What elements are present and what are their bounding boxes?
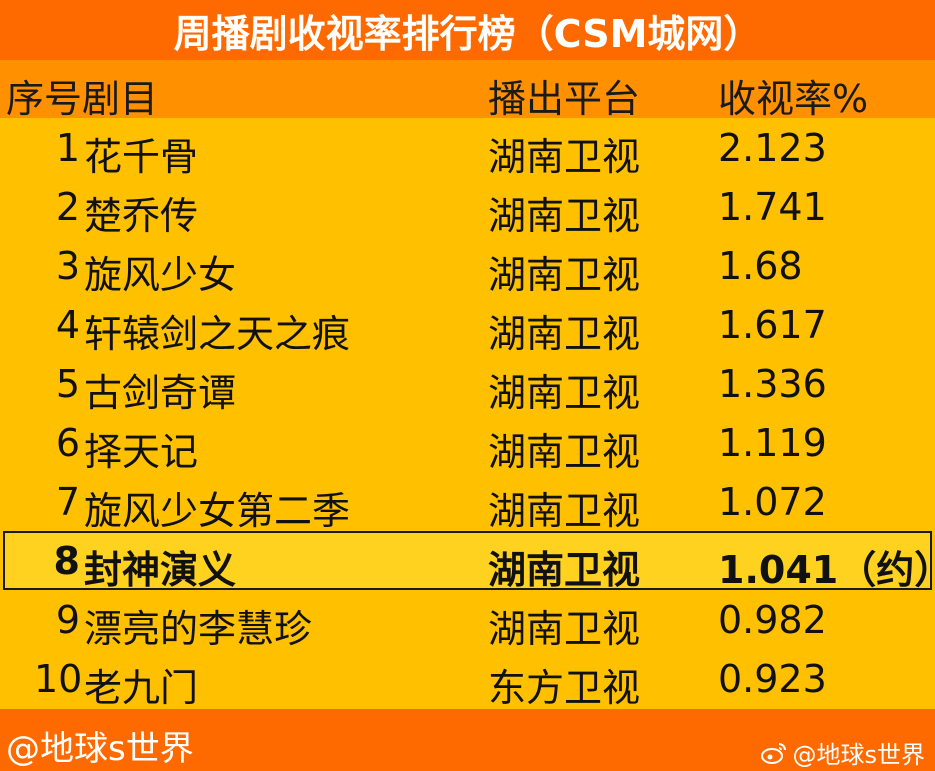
row-rating: 1.072	[718, 480, 827, 524]
table-row-highlighted: 8 封神演义 湖南卫视 1.041（约）	[3, 531, 935, 592]
row-rank: 3	[55, 244, 80, 288]
table-header: 序号剧目 播出平台 收视率%	[0, 60, 935, 121]
row-platform: 湖南卫视	[488, 607, 641, 651]
row-rank: 4	[55, 303, 80, 347]
table-row: 9 漂亮的李慧珍 湖南卫视 0.982	[0, 590, 935, 651]
ranking-table: 1 花千骨 湖南卫视 2.123 2 楚乔传 湖南卫视 1.741 3 旋风少女…	[0, 118, 935, 710]
page-title: 周播剧收视率排行榜（CSM城网）	[0, 0, 935, 60]
row-platform: 湖南卫视	[488, 312, 641, 356]
row-platform: 湖南卫视	[488, 548, 641, 592]
row-drama-name: 楚乔传	[84, 194, 199, 238]
table-row: 4 轩辕剑之天之痕 湖南卫视 1.617	[0, 295, 935, 356]
row-drama-name: 漂亮的李慧珍	[84, 607, 313, 651]
row-drama-name: 旋风少女	[84, 253, 237, 297]
row-platform: 湖南卫视	[488, 135, 641, 179]
row-platform: 湖南卫视	[488, 430, 641, 474]
row-drama-name: 旋风少女第二季	[84, 489, 351, 533]
table-row: 10 老九门 东方卫视 0.923	[0, 649, 935, 710]
row-rating: 0.923	[718, 657, 827, 701]
row-rank: 5	[55, 362, 80, 406]
table-row: 7 旋风少女第二季 湖南卫视 1.072	[0, 472, 935, 533]
row-drama-name: 封神演义	[84, 548, 237, 592]
header-rank-name: 序号剧目	[6, 77, 159, 121]
footer-bar: @地球s世界 @地球s世界	[0, 709, 935, 771]
row-drama-name: 择天记	[84, 430, 199, 474]
header-rating: 收视率%	[718, 77, 869, 121]
row-drama-name: 轩辕剑之天之痕	[84, 312, 351, 356]
watermark-text: @地球s世界	[792, 741, 925, 769]
row-platform: 湖南卫视	[488, 489, 641, 533]
row-platform: 湖南卫视	[488, 253, 641, 297]
row-rank: 10	[34, 657, 83, 701]
row-rank: 6	[55, 421, 80, 465]
row-drama-name: 老九门	[84, 666, 199, 710]
row-rating: 1.741	[718, 185, 827, 229]
row-rating: 1.336	[718, 362, 827, 406]
row-rating: 1.68	[718, 244, 803, 288]
row-rank: 7	[55, 480, 80, 524]
row-platform: 湖南卫视	[488, 194, 641, 238]
row-rank: 9	[55, 598, 80, 642]
author-credit: @地球s世界	[6, 729, 194, 769]
watermark: @地球s世界	[760, 735, 925, 770]
row-rank: 1	[55, 126, 80, 170]
row-platform: 东方卫视	[488, 666, 641, 710]
row-rank: 8	[53, 539, 80, 583]
table-row: 1 花千骨 湖南卫视 2.123	[0, 118, 935, 179]
row-drama-name: 古剑奇谭	[84, 371, 237, 415]
row-rating: 1.119	[718, 421, 827, 465]
row-rating: 1.617	[718, 303, 827, 347]
row-rank: 2	[55, 185, 80, 229]
header-platform: 播出平台	[488, 77, 641, 121]
table-row: 3 旋风少女 湖南卫视 1.68	[0, 236, 935, 297]
row-rating: 0.982	[718, 598, 827, 642]
weibo-icon	[761, 742, 787, 764]
row-platform: 湖南卫视	[488, 371, 641, 415]
row-rating: 2.123	[718, 126, 827, 170]
table-row: 6 择天记 湖南卫视 1.119	[0, 413, 935, 474]
table-row: 2 楚乔传 湖南卫视 1.741	[0, 177, 935, 238]
table-row: 5 古剑奇谭 湖南卫视 1.336	[0, 354, 935, 415]
row-rating: 1.041（约）	[718, 548, 935, 592]
row-drama-name: 花千骨	[84, 135, 199, 179]
